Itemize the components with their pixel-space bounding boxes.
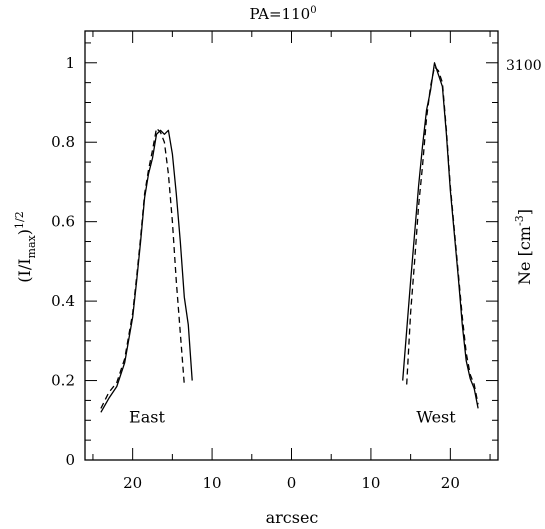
x-tick-label: 20 [441,474,460,492]
plot-frame-group [84,30,499,461]
x-tick-label: 10 [361,474,380,492]
y-axis-label-main: (I/I [15,258,34,282]
right-tick-label: 3100 [506,58,542,74]
y-tick-label: 0.2 [51,372,75,390]
y-axis-label-sub: max [25,234,38,258]
y-tick-label: 0 [65,451,75,469]
right-axis-label: Ne [cm-3] [513,209,534,285]
x-tick-label: 0 [287,474,297,492]
y-axis-label-sup: 1/2 [13,211,26,229]
right-axis-label-close: ] [515,209,534,215]
annotation-west: West [416,407,456,426]
series-line-dashed-3 [406,66,479,405]
x-tick-label: 20 [123,474,142,492]
chart-title: PA=1100 [249,5,316,23]
chart-title-superscript: 0 [310,5,316,16]
x-axis-label: arcsec [266,508,319,527]
chart-title-text: PA=110 [249,5,310,23]
series-line-solid-0 [100,129,193,413]
annotation-east: East [129,407,165,426]
y-tick-label: 0.8 [51,133,75,151]
series-line-dashed-1 [100,127,185,409]
plot-frame [84,30,499,461]
ticks-group [85,31,498,461]
x-tick-label: 10 [203,474,222,492]
y-axis-label-close: ) [15,229,34,235]
right-axis-label-main: Ne [cm [515,226,534,285]
y-axis-label: (I/Imax)1/2 [13,211,38,282]
labels-group: 20 10 0 10 20 0 0.2 0.4 0.6 0.8 1 East West [51,54,460,492]
right-axis-label-sup: -3 [513,215,526,226]
y-tick-label: 0.6 [51,213,75,231]
y-tick-label: 0.4 [51,292,75,310]
series-group [100,62,479,413]
y-tick-label: 1 [65,54,75,72]
